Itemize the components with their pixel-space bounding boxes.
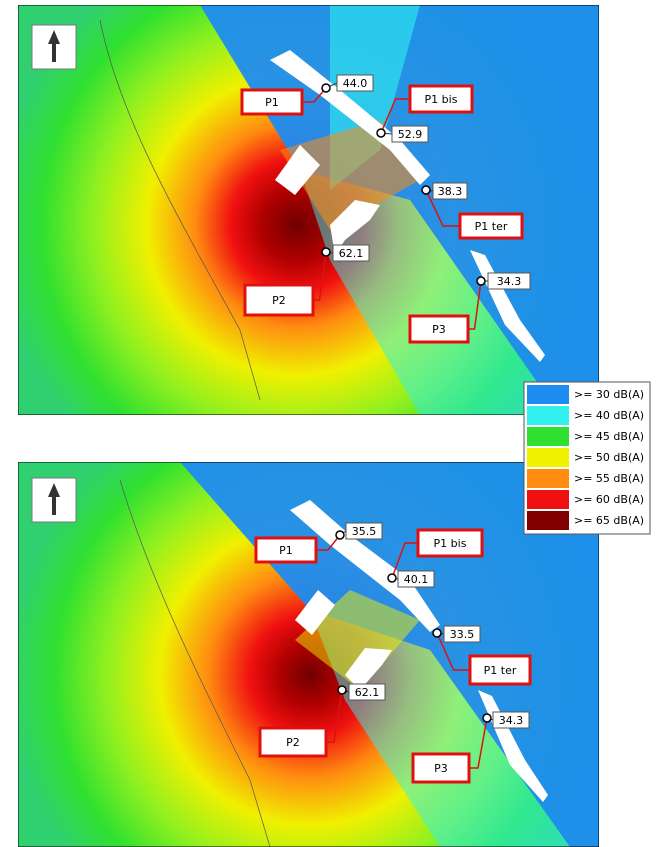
receiver-point xyxy=(388,574,396,582)
receiver-value: 34.3 xyxy=(499,714,524,727)
legend-label: >= 50 dB(A) xyxy=(574,451,644,464)
receiver-value: 35.5 xyxy=(352,525,377,538)
legend-swatch xyxy=(527,511,569,530)
legend-label: >= 55 dB(A) xyxy=(574,472,644,485)
receiver-point xyxy=(422,186,430,194)
receiver-point xyxy=(336,531,344,539)
legend-swatch xyxy=(527,490,569,509)
legend-swatch xyxy=(527,427,569,446)
receiver-value: 34.3 xyxy=(497,275,522,288)
receiver-label: P1 bis xyxy=(425,93,458,106)
legend-label: >= 60 dB(A) xyxy=(574,493,644,506)
receiver-point xyxy=(483,714,491,722)
legend-swatch xyxy=(527,448,569,467)
legend-swatch xyxy=(527,406,569,425)
receiver-point xyxy=(322,84,330,92)
receiver-value: 52.9 xyxy=(398,128,423,141)
receiver-value: 33.5 xyxy=(450,628,475,641)
receiver-label: P2 xyxy=(272,294,286,307)
receiver-value: 38.3 xyxy=(438,185,463,198)
legend-label: >= 30 dB(A) xyxy=(574,388,644,401)
legend: >= 30 dB(A) >= 40 dB(A) >= 45 dB(A) >= 50 d… xyxy=(524,382,650,534)
legend-label: >= 40 dB(A) xyxy=(574,409,644,422)
receiver-label: P1 xyxy=(265,96,279,109)
receiver-label: P2 xyxy=(286,736,300,749)
legend-label: >= 45 dB(A) xyxy=(574,430,644,443)
receiver-label: P1 ter xyxy=(475,220,508,233)
page: >= 30 dB(A) >= 40 dB(A) >= 45 dB(A) >= 50 d… xyxy=(0,0,662,847)
receiver-point xyxy=(322,248,330,256)
receiver-point xyxy=(477,277,485,285)
receiver-value: 40.1 xyxy=(404,573,429,586)
receiver-label: P1 bis xyxy=(434,537,467,550)
legend-label: >= 65 dB(A) xyxy=(574,514,644,527)
map-top xyxy=(18,5,599,415)
receiver-value: 62.1 xyxy=(355,686,380,699)
legend-swatch xyxy=(527,469,569,488)
legend-swatch xyxy=(527,385,569,404)
receiver-point xyxy=(377,129,385,137)
receiver-value: 44.0 xyxy=(343,77,368,90)
receiver-point xyxy=(433,629,441,637)
receiver-label: P3 xyxy=(432,323,446,336)
receiver-value: 62.1 xyxy=(339,247,364,260)
receiver-label: P3 xyxy=(434,762,448,775)
receiver-label: P1 ter xyxy=(484,664,517,677)
receiver-label: P1 xyxy=(279,544,293,557)
receiver-point xyxy=(338,686,346,694)
